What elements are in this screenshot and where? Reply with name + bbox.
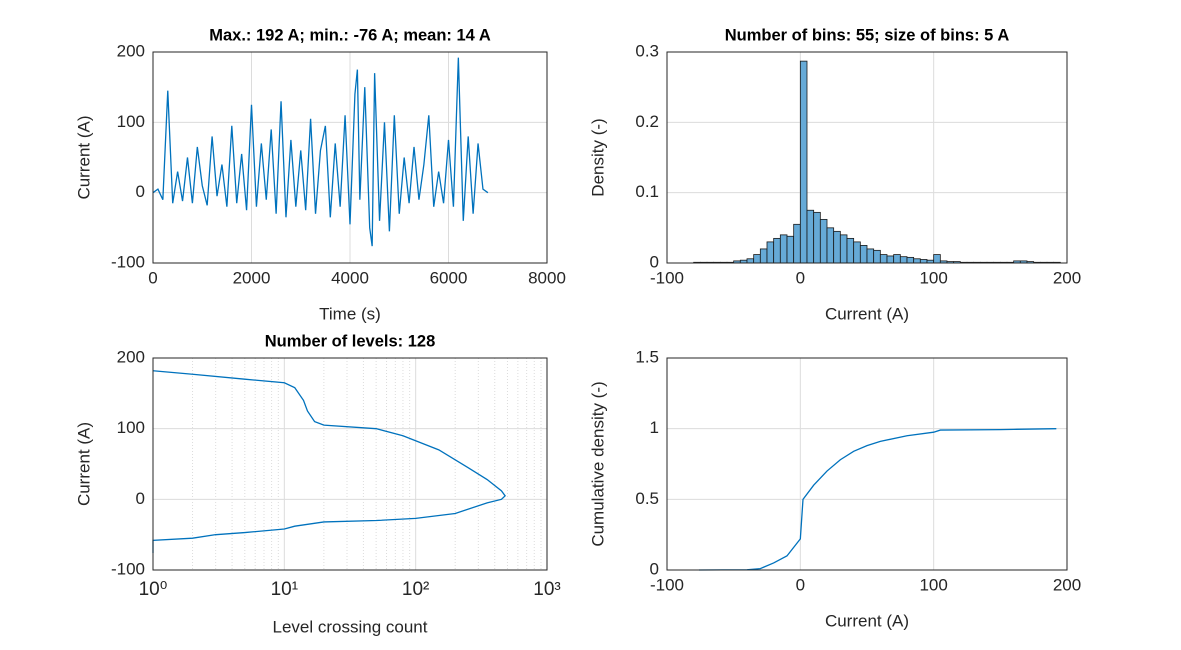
y-tick-label: 0 — [650, 559, 659, 578]
histogram-bar — [806, 209, 815, 264]
histogram-bar — [893, 254, 901, 264]
axes-frame — [152, 51, 548, 264]
y-tick-label: 0.3 — [635, 41, 659, 60]
histogram-bar — [753, 254, 761, 264]
chart-title: Max.: 192 A; min.: -76 A; mean: 14 A — [209, 26, 491, 44]
axes-frame — [666, 51, 1068, 264]
histogram-bar — [873, 249, 881, 264]
x-axis-label: Current (A) — [825, 611, 909, 630]
histogram-bar — [793, 223, 801, 264]
y-tick-label: 0.1 — [635, 182, 659, 201]
x-tick-label: -100 — [650, 575, 684, 594]
chart-title: Number of bins: 55; size of bins: 5 A — [725, 26, 1010, 44]
x-tick-label: 0 — [796, 268, 805, 287]
histogram-bar — [846, 237, 855, 264]
x-tick-label: 6000 — [430, 268, 468, 287]
x-tick-label: 2000 — [233, 268, 271, 287]
y-tick-label: 200 — [117, 347, 145, 366]
histogram-bar — [913, 258, 921, 264]
x-tick-label: 100 — [919, 268, 947, 287]
histogram-bar — [766, 241, 775, 264]
x-axis-label: Level crossing count — [273, 617, 428, 636]
x-tick-label: 0 — [796, 575, 805, 594]
data-line — [152, 370, 506, 554]
subplot: 10⁰ 10¹ 10² 10³ -100 0 100 200 Number of levels:… — [74, 332, 560, 636]
axes-frame — [666, 357, 1068, 571]
y-tick-label: 100 — [117, 112, 145, 131]
y-tick-label: 0 — [136, 489, 145, 508]
x-tick-label: 100 — [919, 575, 947, 594]
data-line — [698, 428, 1057, 571]
y-tick-label: 0.5 — [635, 489, 659, 508]
y-tick-label: 1 — [650, 418, 659, 437]
histogram-bar — [833, 230, 841, 264]
x-tick-label: 10³ — [533, 579, 560, 600]
axes-frame — [152, 357, 548, 571]
data-line — [152, 57, 489, 247]
y-axis-label: Cumulative density (-) — [588, 381, 607, 546]
x-tick-label: 10¹ — [271, 579, 298, 600]
histogram-bar — [906, 256, 915, 264]
x-tick-label: 200 — [1053, 575, 1081, 594]
histogram-bar — [786, 235, 795, 264]
histogram-bar — [819, 218, 828, 264]
histogram-bar — [886, 255, 895, 264]
y-tick-label: 0 — [136, 182, 145, 201]
plot-area — [153, 358, 547, 570]
histogram-bar — [839, 234, 848, 264]
x-tick-label: 10² — [402, 579, 429, 600]
histogram-bar — [899, 256, 908, 264]
histogram-bar — [879, 254, 888, 264]
histogram-bar — [773, 237, 781, 264]
x-axis-label: Current (A) — [825, 304, 909, 323]
y-tick-label: -100 — [111, 559, 145, 578]
histogram-bar — [853, 241, 861, 264]
y-tick-label: 100 — [117, 418, 145, 437]
x-tick-label: 8000 — [528, 268, 566, 287]
histogram-bar — [933, 254, 941, 264]
histogram-bar — [799, 60, 808, 264]
histogram-bar — [759, 248, 768, 264]
plot-area — [667, 358, 1067, 570]
y-axis-label: Current (A) — [74, 422, 93, 506]
x-tick-label: 0 — [148, 268, 157, 287]
histogram-bar — [826, 227, 835, 264]
histogram-bar — [746, 258, 755, 264]
x-axis-label: Time (s) — [319, 304, 381, 323]
y-axis-label: Density (-) — [588, 118, 607, 196]
x-tick-label: -100 — [650, 268, 684, 287]
y-tick-label: 1.5 — [635, 347, 659, 366]
y-tick-label: 0 — [650, 252, 659, 271]
plot-area — [667, 52, 1067, 263]
y-tick-label: 200 — [117, 41, 145, 60]
histogram-bar — [859, 245, 868, 264]
y-tick-label: 0.2 — [635, 112, 659, 131]
histogram-bar — [919, 259, 928, 264]
histogram-bar — [813, 211, 821, 264]
histogram-bar — [866, 248, 875, 264]
x-tick-label: 10⁰ — [139, 579, 168, 600]
y-axis-label: Current (A) — [74, 115, 93, 199]
x-tick-label: 200 — [1053, 268, 1081, 287]
histogram-bar — [779, 234, 788, 264]
chart-title: Number of levels: 128 — [265, 332, 436, 350]
y-tick-label: -100 — [111, 252, 145, 271]
x-tick-label: 4000 — [331, 268, 369, 287]
